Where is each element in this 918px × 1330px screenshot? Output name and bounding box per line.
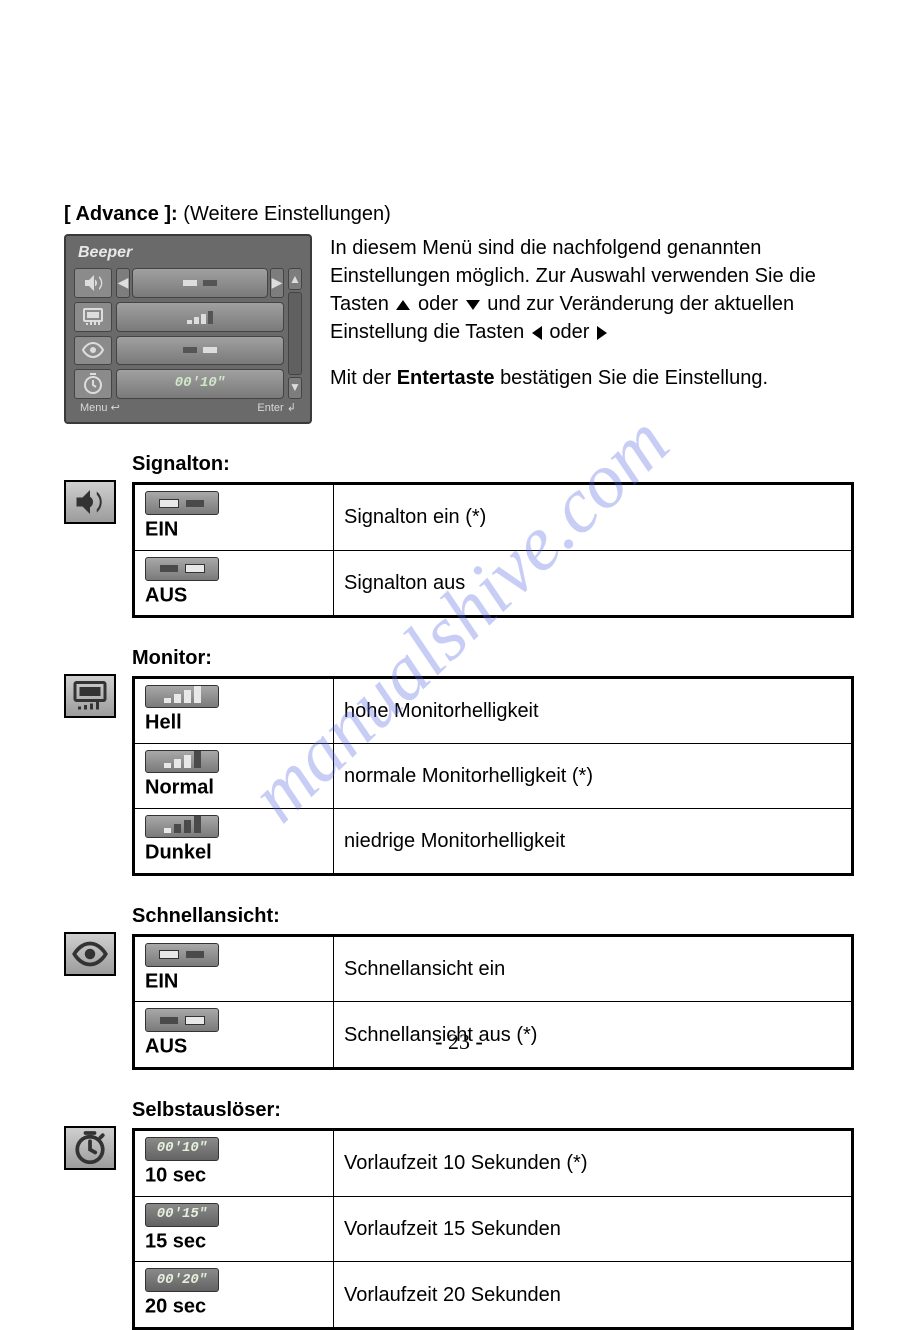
table-row: EIN Schnellansicht ein: [134, 935, 853, 1002]
timer-icon: [64, 1126, 116, 1170]
option-label: EIN: [145, 519, 178, 541]
heading-label: [ Advance ]:: [64, 203, 178, 225]
menu-timer-value: 00'10": [175, 374, 225, 394]
scroll-down-icon: ▼: [288, 377, 302, 399]
table-row: EIN Signalton ein (*): [134, 484, 853, 551]
speaker-icon: [64, 480, 116, 524]
left-arrow-icon: [532, 326, 542, 340]
option-control-cell: EIN: [134, 484, 334, 551]
intro-text: In diesem Menü sind die nachfolgend gena…: [330, 234, 854, 424]
option-description: Signalton ein (*): [334, 484, 853, 551]
menu-footer-left: Menu ↩: [80, 401, 120, 416]
timer-icon: [74, 369, 112, 399]
section-title: Schnellansicht:: [132, 902, 854, 930]
table-row: 00'10"10 secVorlaufzeit 10 Sekunden (*): [134, 1130, 853, 1197]
table-row: AUS Signalton aus: [134, 550, 853, 617]
option-control-cell: EIN: [134, 935, 334, 1002]
option-label: 10 sec: [145, 1165, 206, 1187]
option-label: EIN: [145, 970, 178, 992]
scroll-up-icon: ▲: [288, 268, 302, 290]
option-control-cell: 00'10"10 sec: [134, 1130, 334, 1197]
option-label: Dunkel: [145, 842, 212, 864]
monitor-icon: [64, 674, 116, 718]
option-control-cell: Hell: [134, 678, 334, 744]
option-control-cell: 00'15"15 sec: [134, 1196, 334, 1262]
section-title: Monitor:: [132, 644, 854, 672]
option-label: 20 sec: [145, 1296, 206, 1318]
table-row: Dunkel niedrige Monitorhelligkeit: [134, 808, 853, 874]
table-row: 00'20"20 secVorlaufzeit 20 Sekunden: [134, 1262, 853, 1329]
down-arrow-icon: [466, 300, 480, 310]
beeper-menu-screenshot: Beeper ◀ ▶ 00'10": [64, 234, 312, 424]
up-arrow-icon: [396, 300, 410, 310]
table-row: Hell hohe Monitorhelligkeit: [134, 678, 853, 744]
heading-suffix: (Weitere Einstellungen): [183, 203, 391, 225]
option-control-cell: Dunkel: [134, 808, 334, 874]
option-description: Vorlaufzeit 10 Sekunden (*): [334, 1130, 853, 1197]
option-label: 15 sec: [145, 1230, 206, 1252]
section-title: Selbstauslöser:: [132, 1096, 854, 1124]
option-description: Schnellansicht ein: [334, 935, 853, 1002]
option-control-cell: Normal: [134, 744, 334, 809]
left-arrow-icon: ◀: [116, 268, 130, 298]
monitor-icon: [74, 302, 112, 332]
option-description: Vorlaufzeit 20 Sekunden: [334, 1262, 853, 1329]
menu-footer-right: Enter ↲: [257, 401, 296, 416]
section-heading: [ Advance ]: (Weitere Einstellungen): [64, 200, 854, 228]
options-table: 00'10"10 secVorlaufzeit 10 Sekunden (*)0…: [132, 1128, 854, 1330]
table-row: 00'15"15 secVorlaufzeit 15 Sekunden: [134, 1196, 853, 1262]
section-icon: [64, 1126, 120, 1170]
settings-section: Signalton: EIN Signalton ein (*) AUS Signalt…: [64, 450, 854, 618]
right-arrow-icon: ▶: [270, 268, 284, 298]
option-label: Normal: [145, 777, 214, 799]
options-table: EIN Signalton ein (*) AUS Signalton aus: [132, 482, 854, 618]
eye-icon: [74, 336, 112, 366]
option-control-cell: AUS: [134, 550, 334, 617]
option-control-cell: 00'20"20 sec: [134, 1262, 334, 1329]
option-label: Hell: [145, 712, 182, 734]
section-title: Signalton:: [132, 450, 854, 478]
option-description: Vorlaufzeit 15 Sekunden: [334, 1196, 853, 1262]
option-label: AUS: [145, 584, 187, 606]
settings-section: Monitor:Hellhohe MonitorhelligkeitNormal…: [64, 644, 854, 875]
option-description: Signalton aus: [334, 550, 853, 617]
settings-section: Selbstauslöser: 00'10"10 secVorlaufzeit 1…: [64, 1096, 854, 1330]
option-description: normale Monitorhelligkeit (*): [334, 744, 853, 809]
table-row: Normal normale Monitorhelligkeit (*): [134, 744, 853, 809]
section-icon: [64, 932, 120, 976]
section-icon: [64, 674, 120, 718]
options-table: Hell hohe Monitorhelligkeit Normal normale …: [132, 676, 854, 875]
eye-icon: [64, 932, 116, 976]
menu-title: Beeper: [74, 242, 302, 264]
right-arrow-icon: [597, 326, 607, 340]
option-description: hohe Monitorhelligkeit: [334, 678, 853, 744]
section-icon: [64, 480, 120, 524]
page-number: - 23 -: [0, 1027, 918, 1058]
option-description: niedrige Monitorhelligkeit: [334, 808, 853, 874]
speaker-icon: [74, 268, 112, 298]
